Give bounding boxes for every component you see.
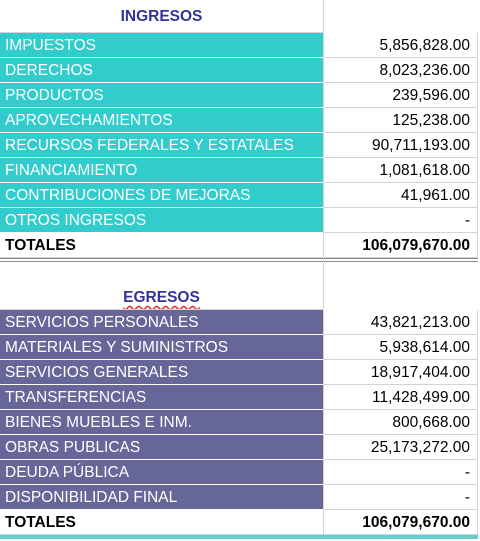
row-label: IMPUESTOS <box>0 33 323 58</box>
row-amount: 8,023,236.00 <box>323 58 478 83</box>
row-label: CONTRIBUCIONES DE MEJORAS <box>0 183 323 208</box>
row-label: SERVICIOS GENERALES <box>0 360 323 385</box>
row-amount: 90,711,193.00 <box>323 133 478 158</box>
row-label: OBRAS PUBLICAS <box>0 435 323 460</box>
row-amount: 239,596.00 <box>323 83 478 108</box>
row-amount: 11,428,499.00 <box>323 385 478 410</box>
row-label: FINANCIAMIENTO <box>0 158 323 183</box>
row-label: PRODUCTOS <box>0 83 323 108</box>
row-label: SERVICIOS PERSONALES <box>0 310 323 335</box>
section-title: INGRESOS <box>0 0 323 33</box>
total-amount: 106,079,670.00 <box>323 510 478 535</box>
row-amount: 18,917,404.00 <box>323 360 478 385</box>
total-amount: 106,079,670.00 <box>323 233 478 258</box>
double-rule <box>0 258 478 262</box>
row-amount: 5,938,614.00 <box>323 335 478 360</box>
row-amount: 125,238.00 <box>323 108 478 133</box>
row-label: DERECHOS <box>0 58 323 83</box>
row-label: OTROS INGRESOS <box>0 208 323 233</box>
row-amount: - <box>323 208 478 233</box>
row-amount: 1,081,618.00 <box>323 158 478 183</box>
column-rule <box>323 0 324 535</box>
row-amount: - <box>323 485 478 510</box>
bottom-rule <box>0 535 478 539</box>
row-label: BIENES MUEBLES E INM. <box>0 410 323 435</box>
row-label: DISPONIBILIDAD FINAL <box>0 485 323 510</box>
row-amount: 41,961.00 <box>323 183 478 208</box>
row-label: APROVECHAMIENTOS <box>0 108 323 133</box>
row-amount: - <box>323 460 478 485</box>
total-label: TOTALES <box>0 233 323 258</box>
row-label: MATERIALES Y SUMINISTROS <box>0 335 323 360</box>
row-label: RECURSOS FEDERALES Y ESTATALES <box>0 133 323 158</box>
row-amount: 25,173,272.00 <box>323 435 478 460</box>
row-amount: 43,821,213.00 <box>323 310 478 335</box>
total-label: TOTALES <box>0 510 323 535</box>
section-title: EGRESOS <box>0 285 323 310</box>
row-amount: 800,668.00 <box>323 410 478 435</box>
row-amount: 5,856,828.00 <box>323 33 478 58</box>
row-label: DEUDA PÚBLICA <box>0 460 323 485</box>
row-label: TRANSFERENCIAS <box>0 385 323 410</box>
